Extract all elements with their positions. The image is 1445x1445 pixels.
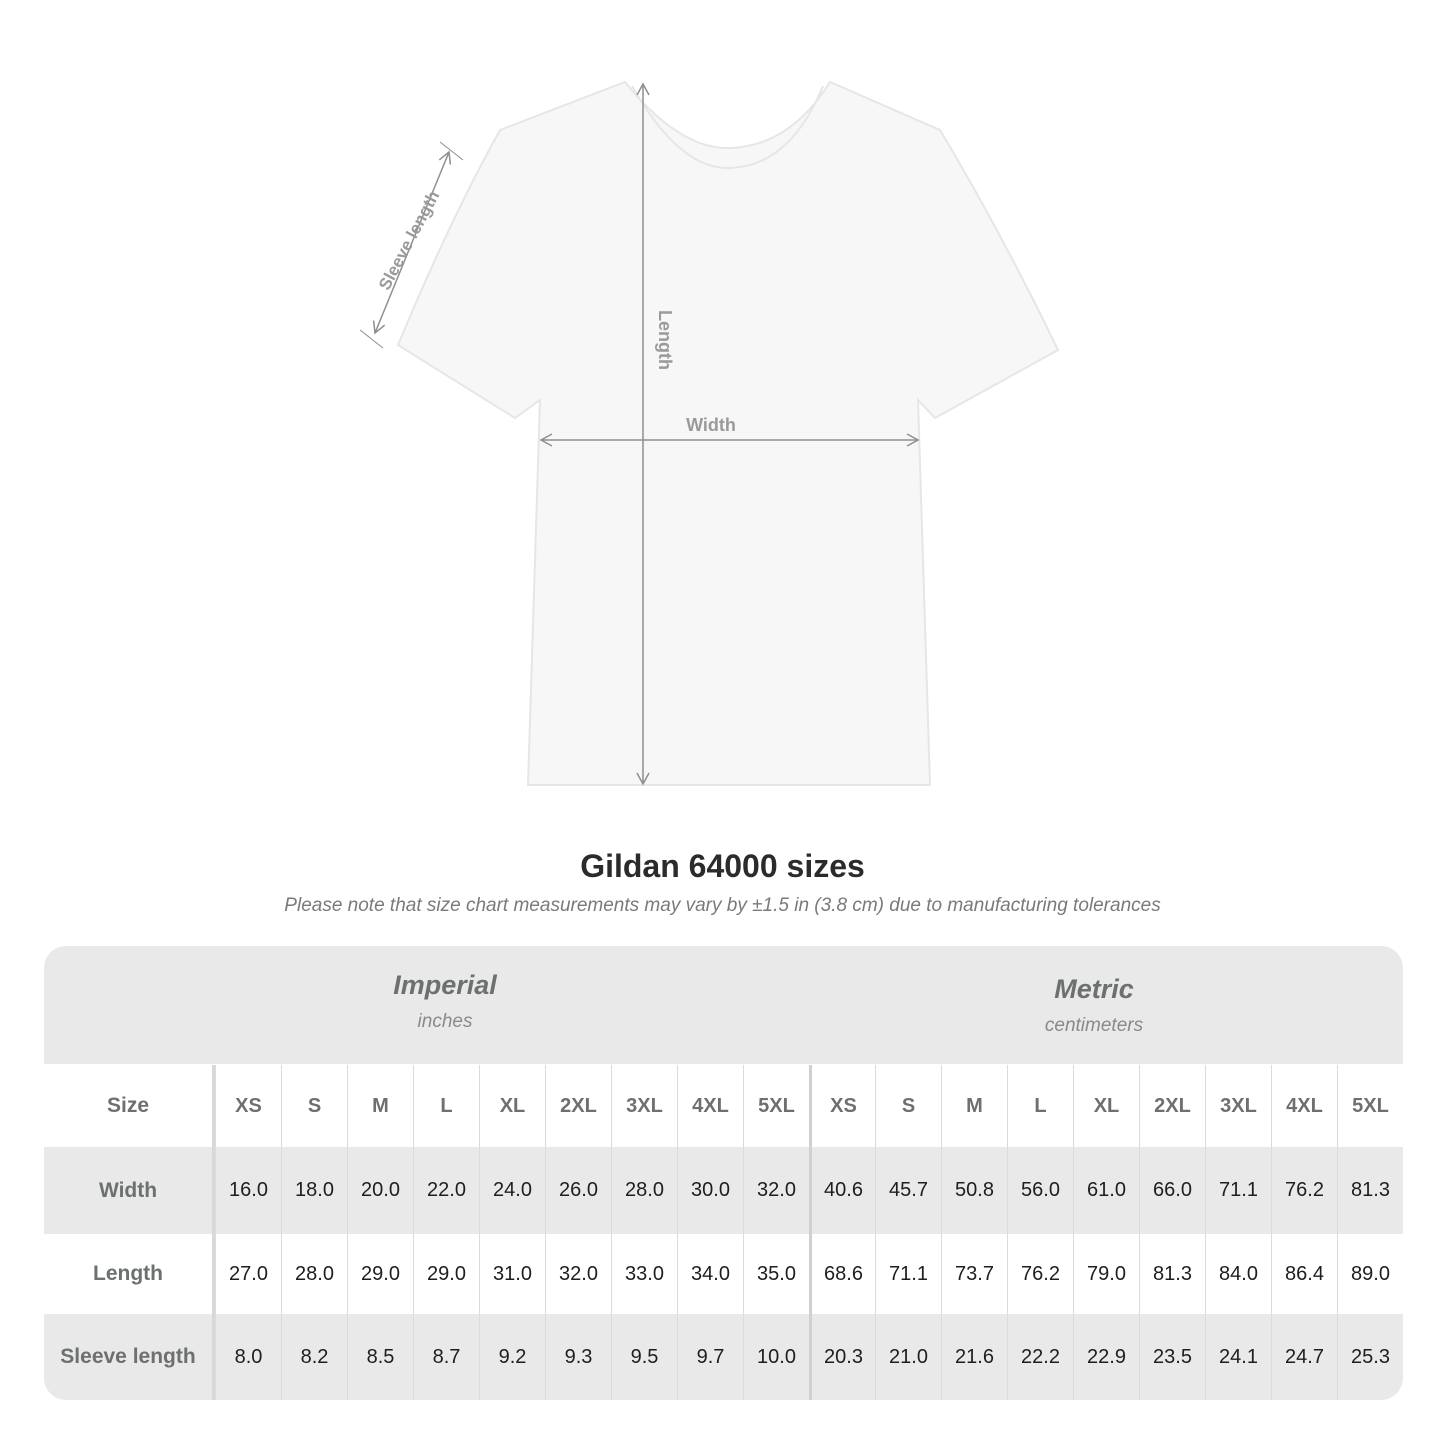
metric-value-cell: 22.9 (1073, 1314, 1139, 1400)
metric-value-cell: 84.0 (1205, 1234, 1271, 1314)
metric-value-cell: 61.0 (1073, 1147, 1139, 1234)
imperial-value-cell: 8.2 (281, 1314, 347, 1400)
metric-size-header: 5XL (1337, 1065, 1403, 1147)
imperial-size-header: 4XL (677, 1065, 743, 1147)
metric-value-cell: 89.0 (1337, 1234, 1403, 1314)
imperial-value-cell: 29.0 (413, 1234, 479, 1314)
tshirt-collar (631, 85, 824, 170)
imperial-value-cell: 33.0 (611, 1234, 677, 1314)
size-column-label: Size (44, 1065, 215, 1147)
width-label: Width (686, 415, 736, 435)
imperial-value-cell: 18.0 (281, 1147, 347, 1234)
metric-size-header: 4XL (1271, 1065, 1337, 1147)
imperial-value-cell: 24.0 (479, 1147, 545, 1234)
imperial-size-header: XL (479, 1065, 545, 1147)
row-label: Width (44, 1147, 215, 1234)
metric-unit: centimeters (1044, 1015, 1144, 1036)
metric-value-cell: 86.4 (1271, 1234, 1337, 1314)
metric-title: Metric (1054, 974, 1134, 1004)
metric-size-header: XS (809, 1065, 875, 1147)
imperial-value-cell: 34.0 (677, 1234, 743, 1314)
metric-value-cell: 71.1 (1205, 1147, 1271, 1234)
imperial-size-header: 2XL (545, 1065, 611, 1147)
metric-size-header: M (941, 1065, 1007, 1147)
metric-size-header: L (1007, 1065, 1073, 1147)
metric-value-cell: 76.2 (1007, 1234, 1073, 1314)
metric-value-cell: 71.1 (875, 1234, 941, 1314)
imperial-value-cell: 8.5 (347, 1314, 413, 1400)
metric-value-cell: 76.2 (1271, 1147, 1337, 1234)
metric-header: Metric centimeters (894, 974, 1294, 1037)
metric-size-header: 2XL (1139, 1065, 1205, 1147)
metric-value-cell: 68.6 (809, 1234, 875, 1314)
metric-value-cell: 56.0 (1007, 1147, 1073, 1234)
imperial-value-cell: 20.0 (347, 1147, 413, 1234)
metric-size-header: 3XL (1205, 1065, 1271, 1147)
imperial-value-cell: 8.7 (413, 1314, 479, 1400)
sleeve-length-arrow (372, 150, 452, 335)
imperial-value-cell: 22.0 (413, 1147, 479, 1234)
metric-value-cell: 21.6 (941, 1314, 1007, 1400)
metric-value-cell: 40.6 (809, 1147, 875, 1234)
imperial-value-cell: 26.0 (545, 1147, 611, 1234)
imperial-value-cell: 29.0 (347, 1234, 413, 1314)
row-label: Sleeve length (44, 1314, 215, 1400)
metric-value-cell: 45.7 (875, 1147, 941, 1234)
metric-value-cell: 21.0 (875, 1314, 941, 1400)
imperial-value-cell: 35.0 (743, 1234, 809, 1314)
size-header-row: Size XS S M L XL 2XL 3XL 4XL 5XL XS S M L XL 2XL 3XL 4XL 5… (44, 1065, 1403, 1147)
metric-value-cell: 24.1 (1205, 1314, 1271, 1400)
metric-value-cell: 24.7 (1271, 1314, 1337, 1400)
tshirt-diagram: Sleeve length Length Width (359, 80, 1060, 786)
imperial-header: Imperial inches (245, 970, 645, 1033)
table-row: Width 16.0 18.0 20.0 22.0 24.0 26.0 28.0 30.0 32.… (44, 1147, 1403, 1234)
imperial-value-cell: 27.0 (215, 1234, 281, 1314)
imperial-value-cell: 32.0 (545, 1234, 611, 1314)
sleeve-tick-bottom (359, 329, 384, 349)
imperial-size-header: 3XL (611, 1065, 677, 1147)
unit-header: Imperial inches Metric centimeters (44, 946, 1403, 1064)
metric-value-cell: 81.3 (1139, 1234, 1205, 1314)
metric-value-cell: 20.3 (809, 1314, 875, 1400)
imperial-size-header: M (347, 1065, 413, 1147)
metric-value-cell: 23.5 (1139, 1314, 1205, 1400)
imperial-value-cell: 30.0 (677, 1147, 743, 1234)
imperial-unit: inches (417, 1011, 473, 1032)
table-row: Sleeve length 8.0 8.2 8.5 8.7 9.2 9.3 9.5 9.7 10.… (44, 1314, 1403, 1400)
imperial-value-cell: 16.0 (215, 1147, 281, 1234)
imperial-value-cell: 9.7 (677, 1314, 743, 1400)
imperial-value-cell: 28.0 (611, 1147, 677, 1234)
imperial-value-cell: 10.0 (743, 1314, 809, 1400)
page-title: Gildan 64000 sizes (580, 848, 865, 884)
imperial-value-cell: 9.2 (479, 1314, 545, 1400)
metric-value-cell: 66.0 (1139, 1147, 1205, 1234)
metric-size-header: S (875, 1065, 941, 1147)
imperial-title: Imperial (393, 970, 497, 1000)
row-label: Length (44, 1234, 215, 1314)
metric-value-cell: 22.2 (1007, 1314, 1073, 1400)
length-label: Length (655, 310, 675, 370)
imperial-size-header: S (281, 1065, 347, 1147)
imperial-size-header: 5XL (743, 1065, 809, 1147)
imperial-value-cell: 9.3 (545, 1314, 611, 1400)
table-row: Length 27.0 28.0 29.0 29.0 31.0 32.0 33.0 34.0 35… (44, 1234, 1403, 1314)
imperial-value-cell: 32.0 (743, 1147, 809, 1234)
imperial-value-cell: 9.5 (611, 1314, 677, 1400)
sleeve-tick-top (439, 141, 464, 161)
size-table: Imperial inches Metric centimeters Size X… (44, 946, 1403, 1400)
imperial-value-cell: 28.0 (281, 1234, 347, 1314)
metric-value-cell: 25.3 (1337, 1314, 1403, 1400)
metric-value-cell: 73.7 (941, 1234, 1007, 1314)
metric-value-cell: 79.0 (1073, 1234, 1139, 1314)
metric-value-cell: 50.8 (941, 1147, 1007, 1234)
metric-size-header: XL (1073, 1065, 1139, 1147)
tolerance-note: Please note that size chart measurements… (284, 895, 1161, 916)
imperial-size-header: XS (215, 1065, 281, 1147)
imperial-value-cell: 8.0 (215, 1314, 281, 1400)
metric-value-cell: 81.3 (1337, 1147, 1403, 1234)
imperial-value-cell: 31.0 (479, 1234, 545, 1314)
imperial-size-header: L (413, 1065, 479, 1147)
